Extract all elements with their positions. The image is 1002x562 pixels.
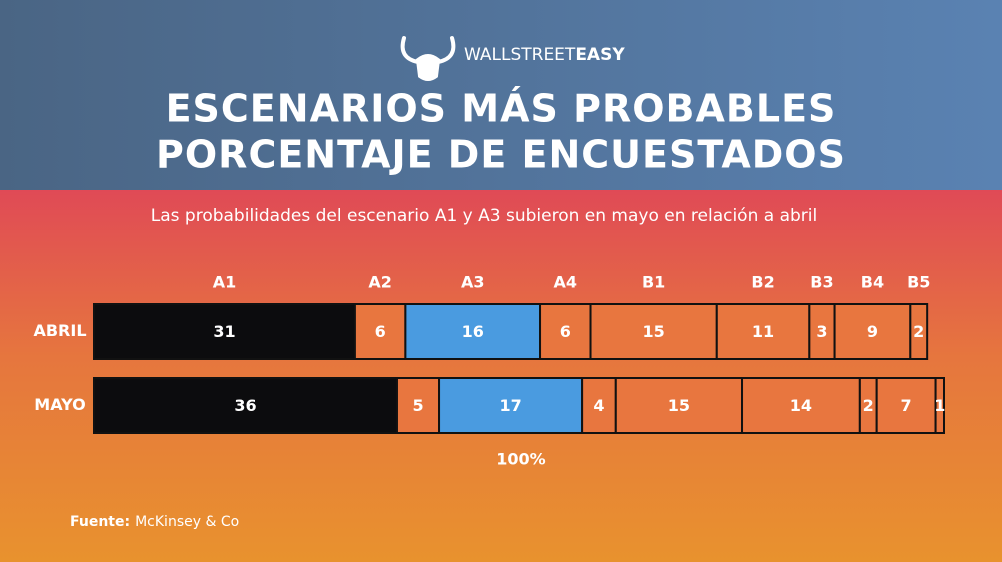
legend-label: A4 <box>554 273 578 292</box>
legend-label: A2 <box>368 273 392 292</box>
data-label: 5 <box>412 396 423 415</box>
bar-segment <box>353 303 407 360</box>
title-line: PORCENTAJE DE ENCUESTADOS <box>156 133 846 177</box>
data-label: 16 <box>462 322 484 341</box>
data-label: 2 <box>863 396 874 415</box>
legend-label: B3 <box>810 273 833 292</box>
data-label: 31 <box>213 322 235 341</box>
category-label: ABRIL <box>33 321 86 340</box>
data-label: 15 <box>643 322 665 341</box>
data-label: 4 <box>593 396 604 415</box>
brand-light: WALLSTREET <box>464 45 576 65</box>
data-label: 3 <box>816 322 827 341</box>
bar-segment <box>909 303 929 360</box>
legend-label: A1 <box>213 273 237 292</box>
source-text: McKinsey & Co <box>135 514 239 530</box>
bar-segment <box>833 303 912 360</box>
bar-segment <box>93 377 398 434</box>
legend-label: B2 <box>751 273 774 292</box>
data-label: 9 <box>867 322 878 341</box>
bar-segment <box>395 377 441 434</box>
bar-segment <box>741 377 861 434</box>
brand: WALLSTREETEASY <box>464 45 625 65</box>
bar-segment <box>614 377 744 434</box>
data-label: 36 <box>234 396 256 415</box>
header <box>0 0 1002 190</box>
source-label: Fuente: <box>70 514 130 530</box>
brand-bold: EASY <box>575 45 625 65</box>
bar-segment <box>715 303 811 360</box>
bar-segment <box>589 303 718 360</box>
logo <box>400 36 456 81</box>
background <box>0 190 1002 562</box>
bar-segment <box>539 303 592 360</box>
data-label: 2 <box>913 322 924 341</box>
data-label: 14 <box>790 396 812 415</box>
annotation: 100% <box>496 450 545 469</box>
data-label: 1 <box>934 396 945 415</box>
legend-label: B4 <box>861 273 884 292</box>
bar-segment <box>404 303 542 360</box>
legend-label: B1 <box>642 273 665 292</box>
bar-segment <box>581 377 617 434</box>
legend-label: B5 <box>907 273 930 292</box>
subtitle: Las probabilidades del escenario A1 y A3… <box>151 206 817 226</box>
data-label: 17 <box>499 396 521 415</box>
data-label: 15 <box>668 396 690 415</box>
data-label: 6 <box>560 322 571 341</box>
bar-segment <box>934 377 946 434</box>
title-line: ESCENARIOS MÁS PROBABLES <box>166 87 837 131</box>
data-label: 11 <box>752 322 774 341</box>
category-label: MAYO <box>34 395 85 414</box>
legend-label: A3 <box>461 273 485 292</box>
source: Fuente: McKinsey & Co <box>70 514 239 530</box>
data-label: 6 <box>375 322 386 341</box>
data-label: 7 <box>901 396 912 415</box>
